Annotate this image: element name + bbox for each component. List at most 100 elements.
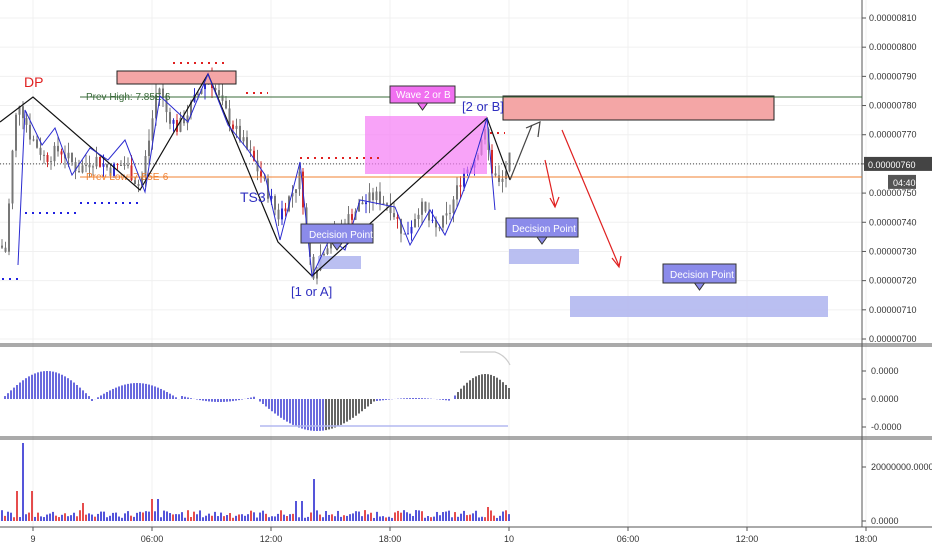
candle-body — [155, 94, 157, 119]
candle-body — [81, 165, 84, 173]
candle-body — [130, 165, 133, 181]
wave-line-blue — [17, 72, 496, 278]
candle-body — [316, 270, 318, 279]
candle-body — [295, 189, 297, 193]
wave-1a-label: [1 or A] — [291, 284, 332, 299]
candle-body — [501, 178, 504, 182]
projection-down-long — [561, 129, 620, 267]
candle-body — [414, 219, 416, 227]
candle-body — [106, 164, 108, 168]
candle-body — [491, 149, 493, 174]
candle-body — [284, 208, 287, 212]
candle-body — [403, 233, 406, 235]
candle-body — [438, 227, 441, 229]
support-zone-left — [318, 256, 361, 269]
candle-body — [270, 196, 273, 199]
candle-body — [274, 196, 276, 210]
candle-body — [508, 152, 511, 172]
volume-tick-label: 20000000.0000 — [871, 462, 932, 472]
osc-tick-label: -0.0000 — [871, 422, 902, 432]
candle-body — [109, 167, 112, 176]
candle-body — [204, 80, 206, 90]
candle-body — [190, 101, 192, 116]
prev-low-label: Prev Low: 7.55E-6 — [86, 172, 169, 183]
time-tick-label: 12:00 — [260, 534, 283, 544]
candle-body — [435, 219, 437, 228]
candle-body — [421, 201, 423, 215]
candle-body — [53, 145, 56, 162]
candle-body — [113, 163, 115, 176]
candle-body — [330, 241, 332, 249]
candle-body — [351, 214, 353, 220]
projection-up — [509, 124, 533, 181]
candle-body — [218, 90, 220, 96]
candle-body — [505, 171, 507, 179]
candle-body — [263, 177, 266, 179]
price-tick-label: 0.00000750 — [869, 188, 917, 198]
candle-body — [228, 108, 231, 125]
candle-body — [361, 202, 364, 205]
candle-body — [407, 233, 409, 235]
candle-body — [8, 203, 10, 252]
volume-tick-label: 0.0000 — [871, 516, 899, 526]
candle-body — [442, 215, 444, 228]
time-tick-label: 18:00 — [379, 534, 402, 544]
candle-body — [400, 218, 402, 234]
osc-tick-label: 0.0000 — [871, 394, 899, 404]
candle-body — [78, 171, 80, 173]
candle-body — [29, 124, 31, 140]
candle-body — [239, 125, 241, 142]
candle-body — [498, 175, 500, 182]
candle-body — [32, 139, 35, 141]
candle-body — [67, 152, 70, 159]
candle-body — [410, 226, 413, 234]
time-tick-label: 18:00 — [855, 534, 878, 544]
candle-body — [18, 106, 21, 115]
candle-body — [36, 139, 38, 148]
arrow-head-up — [525, 121, 541, 138]
candle-body — [225, 100, 227, 109]
candle-body — [179, 117, 182, 132]
time-tick-label: 06:00 — [617, 534, 640, 544]
candle-body — [305, 207, 308, 228]
decision-point-left-label: Decision Point — [309, 230, 373, 241]
candle-body — [99, 156, 101, 167]
candle-body — [120, 165, 122, 167]
price-tick-label: 0.00000780 — [869, 101, 917, 111]
candle-body — [148, 140, 150, 157]
countdown-label: 04:40 — [893, 178, 916, 188]
current-price-label: 0.00000760 — [868, 160, 916, 170]
candle-body — [1, 245, 3, 248]
candle-body — [123, 164, 126, 166]
candle-body — [165, 98, 168, 113]
osc-tick-label: 0.0000 — [871, 366, 899, 376]
candle-body — [85, 164, 87, 166]
price-tick-label: 0.00000800 — [869, 42, 917, 52]
candle-body — [256, 160, 259, 172]
candle-body — [162, 88, 164, 99]
ts3-label: TS3 — [240, 189, 266, 205]
candle-body — [39, 147, 42, 155]
decision-point-mid-label: Decision Point — [512, 224, 576, 235]
time-tick-label: 12:00 — [736, 534, 759, 544]
candle-body — [92, 166, 94, 168]
candle-body — [197, 93, 199, 95]
price-tick-label: 0.00000740 — [869, 217, 917, 227]
support-zone-mid — [509, 249, 579, 264]
price-tick-label: 0.00000700 — [869, 334, 917, 344]
wave-line-black — [0, 72, 511, 277]
candle-body — [214, 88, 217, 91]
candle-body — [116, 163, 119, 166]
wave-2b-callout-label: Wave 2 or B — [396, 90, 451, 101]
candle-body — [456, 185, 458, 200]
support-zone-right — [570, 296, 828, 317]
candle-body — [389, 204, 392, 214]
candle-body — [463, 173, 465, 187]
candle-body — [452, 199, 455, 213]
candle-body — [368, 192, 371, 203]
candle-body — [428, 211, 430, 221]
candle-body — [193, 94, 196, 102]
arrow-head-down — [549, 196, 560, 209]
candle-body — [22, 106, 24, 119]
